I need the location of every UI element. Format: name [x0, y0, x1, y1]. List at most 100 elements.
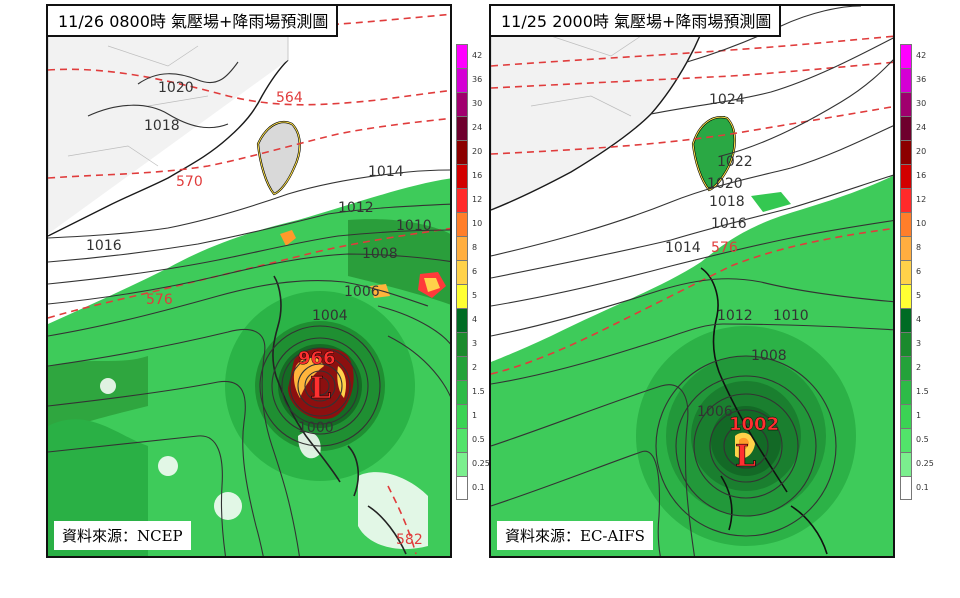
- colorbar-swatch: [456, 140, 468, 164]
- height-labels: 576: [711, 240, 738, 256]
- colorbar-swatch: [456, 332, 468, 356]
- colorbar-label: 5: [916, 291, 921, 300]
- colorbar-label: 12: [472, 195, 482, 204]
- colorbar-label: 0.5: [916, 435, 929, 444]
- right-forecast-map: 1024 1022 1020 1018 1016 1014 1012 1010 …: [491, 6, 895, 558]
- colorbar-label: 24: [472, 123, 482, 132]
- isobar-label: 1016: [86, 238, 122, 254]
- colorbar-label: 3: [916, 339, 921, 348]
- colorbar-label: 4: [472, 315, 477, 324]
- left-forecast-map: 1020 1018 1016 1014 1012 1010 1008 1006 …: [48, 6, 452, 558]
- colorbar-label: 12: [916, 195, 926, 204]
- isobar-label: 1004: [312, 308, 348, 324]
- colorbar-swatch: [900, 380, 912, 404]
- isobar-label: 1006: [697, 404, 733, 420]
- colorbar-swatch: [456, 164, 468, 188]
- colorbar-swatch: [900, 236, 912, 260]
- colorbar-swatch: [900, 140, 912, 164]
- isobar-label: 1000: [298, 420, 334, 436]
- colorbar-swatch: [900, 188, 912, 212]
- colorbar-label: 5: [472, 291, 477, 300]
- colorbar-swatch: [900, 404, 912, 428]
- colorbar-swatch: [456, 476, 468, 500]
- colorbar-label: 1: [916, 411, 921, 420]
- colorbar-swatch: [456, 356, 468, 380]
- data-source-label: 資料來源：EC-AIFS: [497, 521, 653, 550]
- isobar-label: 1024: [709, 92, 745, 108]
- isobar-label: 1012: [717, 308, 753, 324]
- low-pressure-symbol: L: [735, 439, 756, 474]
- colorbar-swatch: [900, 164, 912, 188]
- isobar-label: 1014: [665, 240, 701, 256]
- colorbar-swatch: [456, 452, 468, 476]
- colorbar-swatch: [456, 44, 468, 68]
- isobar-label: 1006: [344, 284, 380, 300]
- colorbar-swatch: [456, 284, 468, 308]
- left-forecast-panel: 1020 1018 1016 1014 1012 1010 1008 1006 …: [46, 4, 452, 558]
- colorbar-swatch: [900, 92, 912, 116]
- colorbar-label: 20: [916, 147, 926, 156]
- isobar-label: 1008: [362, 246, 398, 262]
- colorbar-label: 8: [916, 243, 921, 252]
- colorbar-swatch: [456, 428, 468, 452]
- low-pressure-symbol: L: [310, 371, 331, 406]
- isobar-label: 1010: [396, 218, 432, 234]
- colorbar-swatch: [900, 356, 912, 380]
- colorbar-swatch: [900, 452, 912, 476]
- colorbar-swatch: [900, 332, 912, 356]
- isobar-label: 1016: [711, 216, 747, 232]
- low-pressure-value: 1002: [729, 414, 779, 435]
- colorbar-swatch: [900, 260, 912, 284]
- height-label: 582: [396, 532, 423, 548]
- colorbar-label: 20: [472, 147, 482, 156]
- isobar-label: 1018: [709, 194, 745, 210]
- panel-title: 11/25 2000時 氣壓場+降雨場預測圖: [491, 6, 781, 37]
- colorbar-label: 30: [916, 99, 926, 108]
- colorbar-label: 6: [472, 267, 477, 276]
- colorbar-label: 1.5: [916, 387, 929, 396]
- colorbar-label: 2: [916, 363, 921, 372]
- height-label: 570: [176, 174, 203, 190]
- colorbar-label: 6: [916, 267, 921, 276]
- colorbar-label: 36: [472, 75, 482, 84]
- low-pressure-value: 966: [298, 348, 336, 369]
- colorbar-label: 10: [472, 219, 482, 228]
- colorbar-label: 30: [472, 99, 482, 108]
- height-label: 576: [146, 292, 173, 308]
- colorbar-swatch: [900, 116, 912, 140]
- isobar-label: 1020: [707, 176, 743, 192]
- colorbar-label: 24: [916, 123, 926, 132]
- colorbar-swatch: [456, 260, 468, 284]
- colorbar-swatch: [456, 212, 468, 236]
- colorbar-swatch: [900, 476, 912, 500]
- colorbar-swatch: [456, 404, 468, 428]
- isobar-label: 1010: [773, 308, 809, 324]
- colorbar-swatch: [456, 92, 468, 116]
- colorbar-label: 10: [916, 219, 926, 228]
- colorbar-label: 1.5: [472, 387, 485, 396]
- isobar-label: 1014: [368, 164, 404, 180]
- colorbar-swatch: [456, 308, 468, 332]
- colorbar-label: 42: [916, 51, 926, 60]
- colorbar-swatch: [456, 116, 468, 140]
- colorbar-label: 0.1: [916, 483, 929, 492]
- colorbar-swatch: [456, 68, 468, 92]
- isobar-label: 1012: [338, 200, 374, 216]
- height-label: 564: [276, 90, 303, 106]
- colorbar-label: 3: [472, 339, 477, 348]
- right-precipitation-colorbar: 42 36 30 24 20 16 12 10 8 6 5 4 3 2 1.5 1 0.5 0.25 0.1: [900, 44, 912, 500]
- colorbar-swatch: [900, 308, 912, 332]
- data-source-label: 資料來源：NCEP: [54, 521, 191, 550]
- colorbar-label: 8: [472, 243, 477, 252]
- colorbar-swatch: [456, 380, 468, 404]
- colorbar-swatch: [456, 188, 468, 212]
- colorbar-swatch: [900, 212, 912, 236]
- colorbar-label: 2: [472, 363, 477, 372]
- colorbar-swatch: [900, 428, 912, 452]
- right-forecast-panel: 1024 1022 1020 1018 1016 1014 1012 1010 …: [489, 4, 895, 558]
- isobar-label: 1008: [751, 348, 787, 364]
- colorbar-label: 1: [472, 411, 477, 420]
- isobar-label: 1020: [158, 80, 194, 96]
- colorbar-label: 42: [472, 51, 482, 60]
- colorbar-label: 0.25: [472, 459, 490, 468]
